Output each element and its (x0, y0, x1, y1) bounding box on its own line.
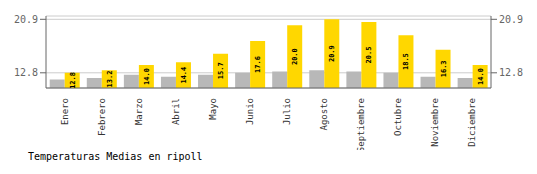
svg-text:Abril: Abril (171, 98, 181, 125)
svg-text:Agosto: Agosto (319, 98, 329, 131)
svg-text:13.2: 13.2 (106, 71, 114, 88)
svg-text:Junio: Junio (245, 98, 255, 125)
svg-text:16.3: 16.3 (440, 60, 448, 77)
svg-text:17.6: 17.6 (254, 56, 262, 73)
html-text:Temperaturas Medias en ripoll: Temperaturas Medias en ripoll (28, 151, 203, 162)
svg-text:18.5: 18.5 (402, 53, 410, 70)
svg-text:15.7: 15.7 (217, 62, 225, 79)
svg-text:20.0: 20.0 (291, 48, 299, 65)
svg-text:14.4: 14.4 (180, 67, 188, 84)
svg-text:12.8: 12.8 (499, 67, 523, 78)
svg-text:12.8: 12.8 (14, 67, 38, 78)
svg-text:Noviembre: Noviembre (430, 98, 440, 147)
svg-text:20.9: 20.9 (14, 14, 38, 25)
svg-text:Marzo: Marzo (134, 98, 144, 125)
svg-text:Julio: Julio (282, 98, 292, 125)
svg-text:14.0: 14.0 (477, 68, 485, 85)
svg-text:Diciembre: Diciembre (467, 98, 477, 147)
svg-text:Febrero: Febrero (97, 98, 107, 136)
svg-text:Septiembre: Septiembre (356, 98, 366, 150)
svg-text:12.8: 12.8 (69, 72, 77, 89)
svg-text:20.9: 20.9 (499, 14, 523, 25)
svg-text:Enero: Enero (60, 98, 70, 125)
svg-text:20.5: 20.5 (365, 47, 373, 64)
svg-text:Octubre: Octubre (393, 98, 403, 136)
svg-text:20.9: 20.9 (328, 45, 336, 62)
svg-text:Mayo: Mayo (208, 98, 218, 120)
svg-text:14.0: 14.0 (143, 68, 151, 85)
